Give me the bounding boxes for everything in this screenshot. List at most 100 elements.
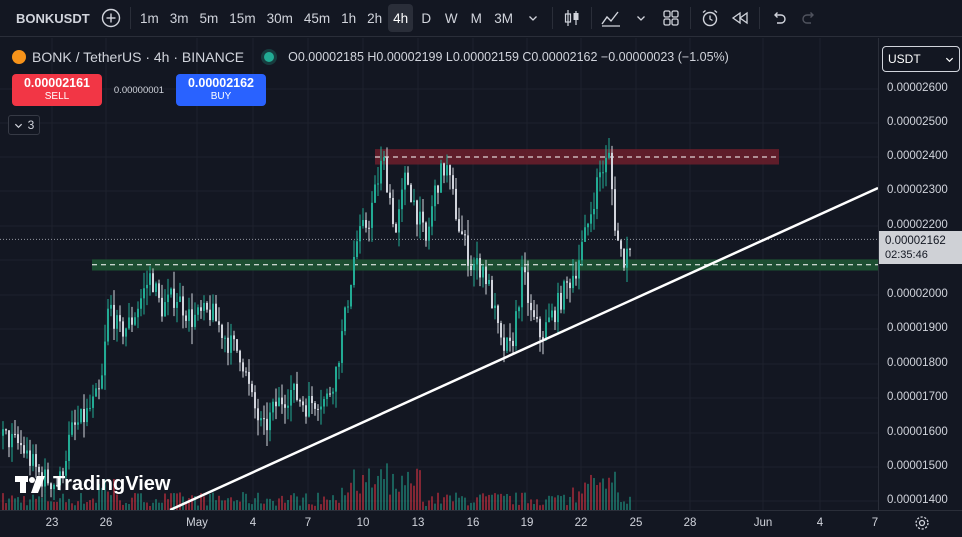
volume-bar — [221, 500, 223, 510]
candle-body — [173, 288, 175, 308]
currency-label: USDT — [888, 52, 921, 66]
indicators-button[interactable] — [596, 4, 626, 32]
buy-button[interactable]: 0.00002162 BUY — [176, 74, 266, 106]
volume-bar — [509, 495, 511, 510]
volume-bar — [23, 496, 25, 510]
candle-body — [404, 172, 406, 190]
candle-body — [542, 337, 544, 340]
volume-bar — [617, 492, 619, 510]
interval-m[interactable]: M — [470, 10, 482, 26]
candle-body — [152, 273, 154, 293]
candle-body — [182, 296, 184, 316]
sell-label: SELL — [44, 91, 70, 102]
volume-bar — [626, 503, 628, 510]
candle-body — [524, 267, 526, 273]
price-scale[interactable]: USDT 0.00002600 0.00002500 0.00002400 0.000… — [878, 38, 962, 510]
volume-bar — [398, 491, 400, 510]
candle-body — [86, 408, 88, 423]
volume-bar — [584, 482, 586, 510]
interval-d[interactable]: D — [421, 10, 432, 26]
candle-body — [197, 307, 199, 315]
currency-select[interactable]: USDT — [882, 46, 960, 72]
candle-body — [92, 396, 94, 408]
replay-button[interactable] — [725, 4, 755, 32]
interval-1m[interactable]: 1m — [140, 10, 159, 26]
interval-dropdown[interactable] — [518, 4, 548, 32]
candle-body — [359, 226, 361, 242]
time-tick-label: 23 — [45, 517, 59, 529]
candle-body — [302, 401, 304, 406]
volume-bar — [251, 504, 253, 510]
volume-bar — [470, 502, 472, 510]
candle-body — [20, 443, 22, 446]
price-tick-label: 0.00002600 — [887, 82, 948, 94]
settings-gear-icon[interactable] — [914, 515, 930, 531]
price-tick-label: 0.00002200 — [887, 219, 948, 231]
price-chart[interactable] — [0, 38, 878, 510]
interval-5m[interactable]: 5m — [199, 10, 219, 26]
candle-body — [50, 483, 52, 490]
layouts-button[interactable] — [656, 4, 686, 32]
interval-4h[interactable]: 4h — [388, 4, 414, 32]
candle-body — [296, 383, 298, 400]
interval-3m[interactable]: 3M — [494, 10, 513, 26]
alert-button[interactable] — [695, 4, 725, 32]
candle-body — [329, 393, 331, 395]
interval-15m[interactable]: 15m — [229, 10, 256, 26]
volume-bar — [278, 498, 280, 510]
sell-button[interactable]: 0.00002161 SELL — [12, 74, 102, 106]
volume-bar — [287, 499, 289, 510]
candle-body — [587, 223, 589, 228]
candle-body — [560, 292, 562, 310]
candle-body — [239, 350, 241, 363]
interval-2h[interactable]: 2h — [367, 10, 383, 26]
candle-body — [191, 309, 193, 327]
volume-bar — [512, 504, 514, 510]
symbol-search[interactable]: BONKUSDT — [0, 0, 96, 36]
interval-3m[interactable]: 3m — [169, 10, 189, 26]
volume-bar — [224, 500, 226, 510]
volume-bar — [356, 490, 358, 510]
interval-1h[interactable]: 1h — [341, 10, 357, 26]
interval-45m[interactable]: 45m — [303, 10, 331, 26]
volume-bar — [443, 497, 445, 510]
time-scale[interactable]: 23 26 May 4 7 10 13 16 19 22 25 28 Jun 4 7 — [0, 510, 962, 537]
chevron-down-icon — [14, 123, 22, 128]
volume-bar — [548, 495, 550, 510]
volume-bar — [206, 505, 208, 510]
volume-bar — [269, 498, 271, 510]
volume-bar — [311, 504, 313, 510]
volume-bar — [608, 477, 610, 510]
candle-body — [530, 302, 532, 311]
volume-bar — [239, 501, 241, 510]
compare-symbol-button[interactable] — [96, 4, 126, 32]
volume-bar — [482, 493, 484, 510]
candle-body — [341, 331, 343, 363]
interval-w[interactable]: W — [444, 10, 458, 26]
candles-chart-type-button[interactable] — [557, 4, 587, 32]
redo-button[interactable] — [794, 4, 824, 32]
chart-pane[interactable]: BONK / TetherUS · 4h · BINANCE O0.000021… — [0, 38, 878, 510]
chevron-down-icon — [945, 57, 954, 62]
ascending-trendline — [169, 186, 878, 510]
candle-body — [218, 321, 220, 325]
candle-body — [44, 469, 46, 487]
price-tick-label: 0.00001500 — [887, 460, 948, 472]
candle-body — [431, 206, 433, 227]
volume-bar — [521, 492, 523, 510]
time-tick-label: 7 — [304, 517, 312, 529]
volume-bar — [116, 494, 118, 510]
undo-button[interactable] — [764, 4, 794, 32]
volume-bar — [572, 487, 574, 510]
candle-body — [317, 408, 319, 410]
volume-bar — [479, 494, 481, 510]
indicators-toggle[interactable]: 3 — [8, 115, 40, 135]
candle-body — [167, 294, 169, 303]
time-tick-label: 19 — [520, 517, 534, 529]
volume-bar — [122, 504, 124, 510]
interval-30m[interactable]: 30m — [266, 10, 293, 26]
candle-body — [563, 281, 565, 310]
candle-body — [551, 310, 553, 318]
indicators-dropdown[interactable] — [626, 4, 656, 32]
candle-body — [425, 222, 427, 241]
